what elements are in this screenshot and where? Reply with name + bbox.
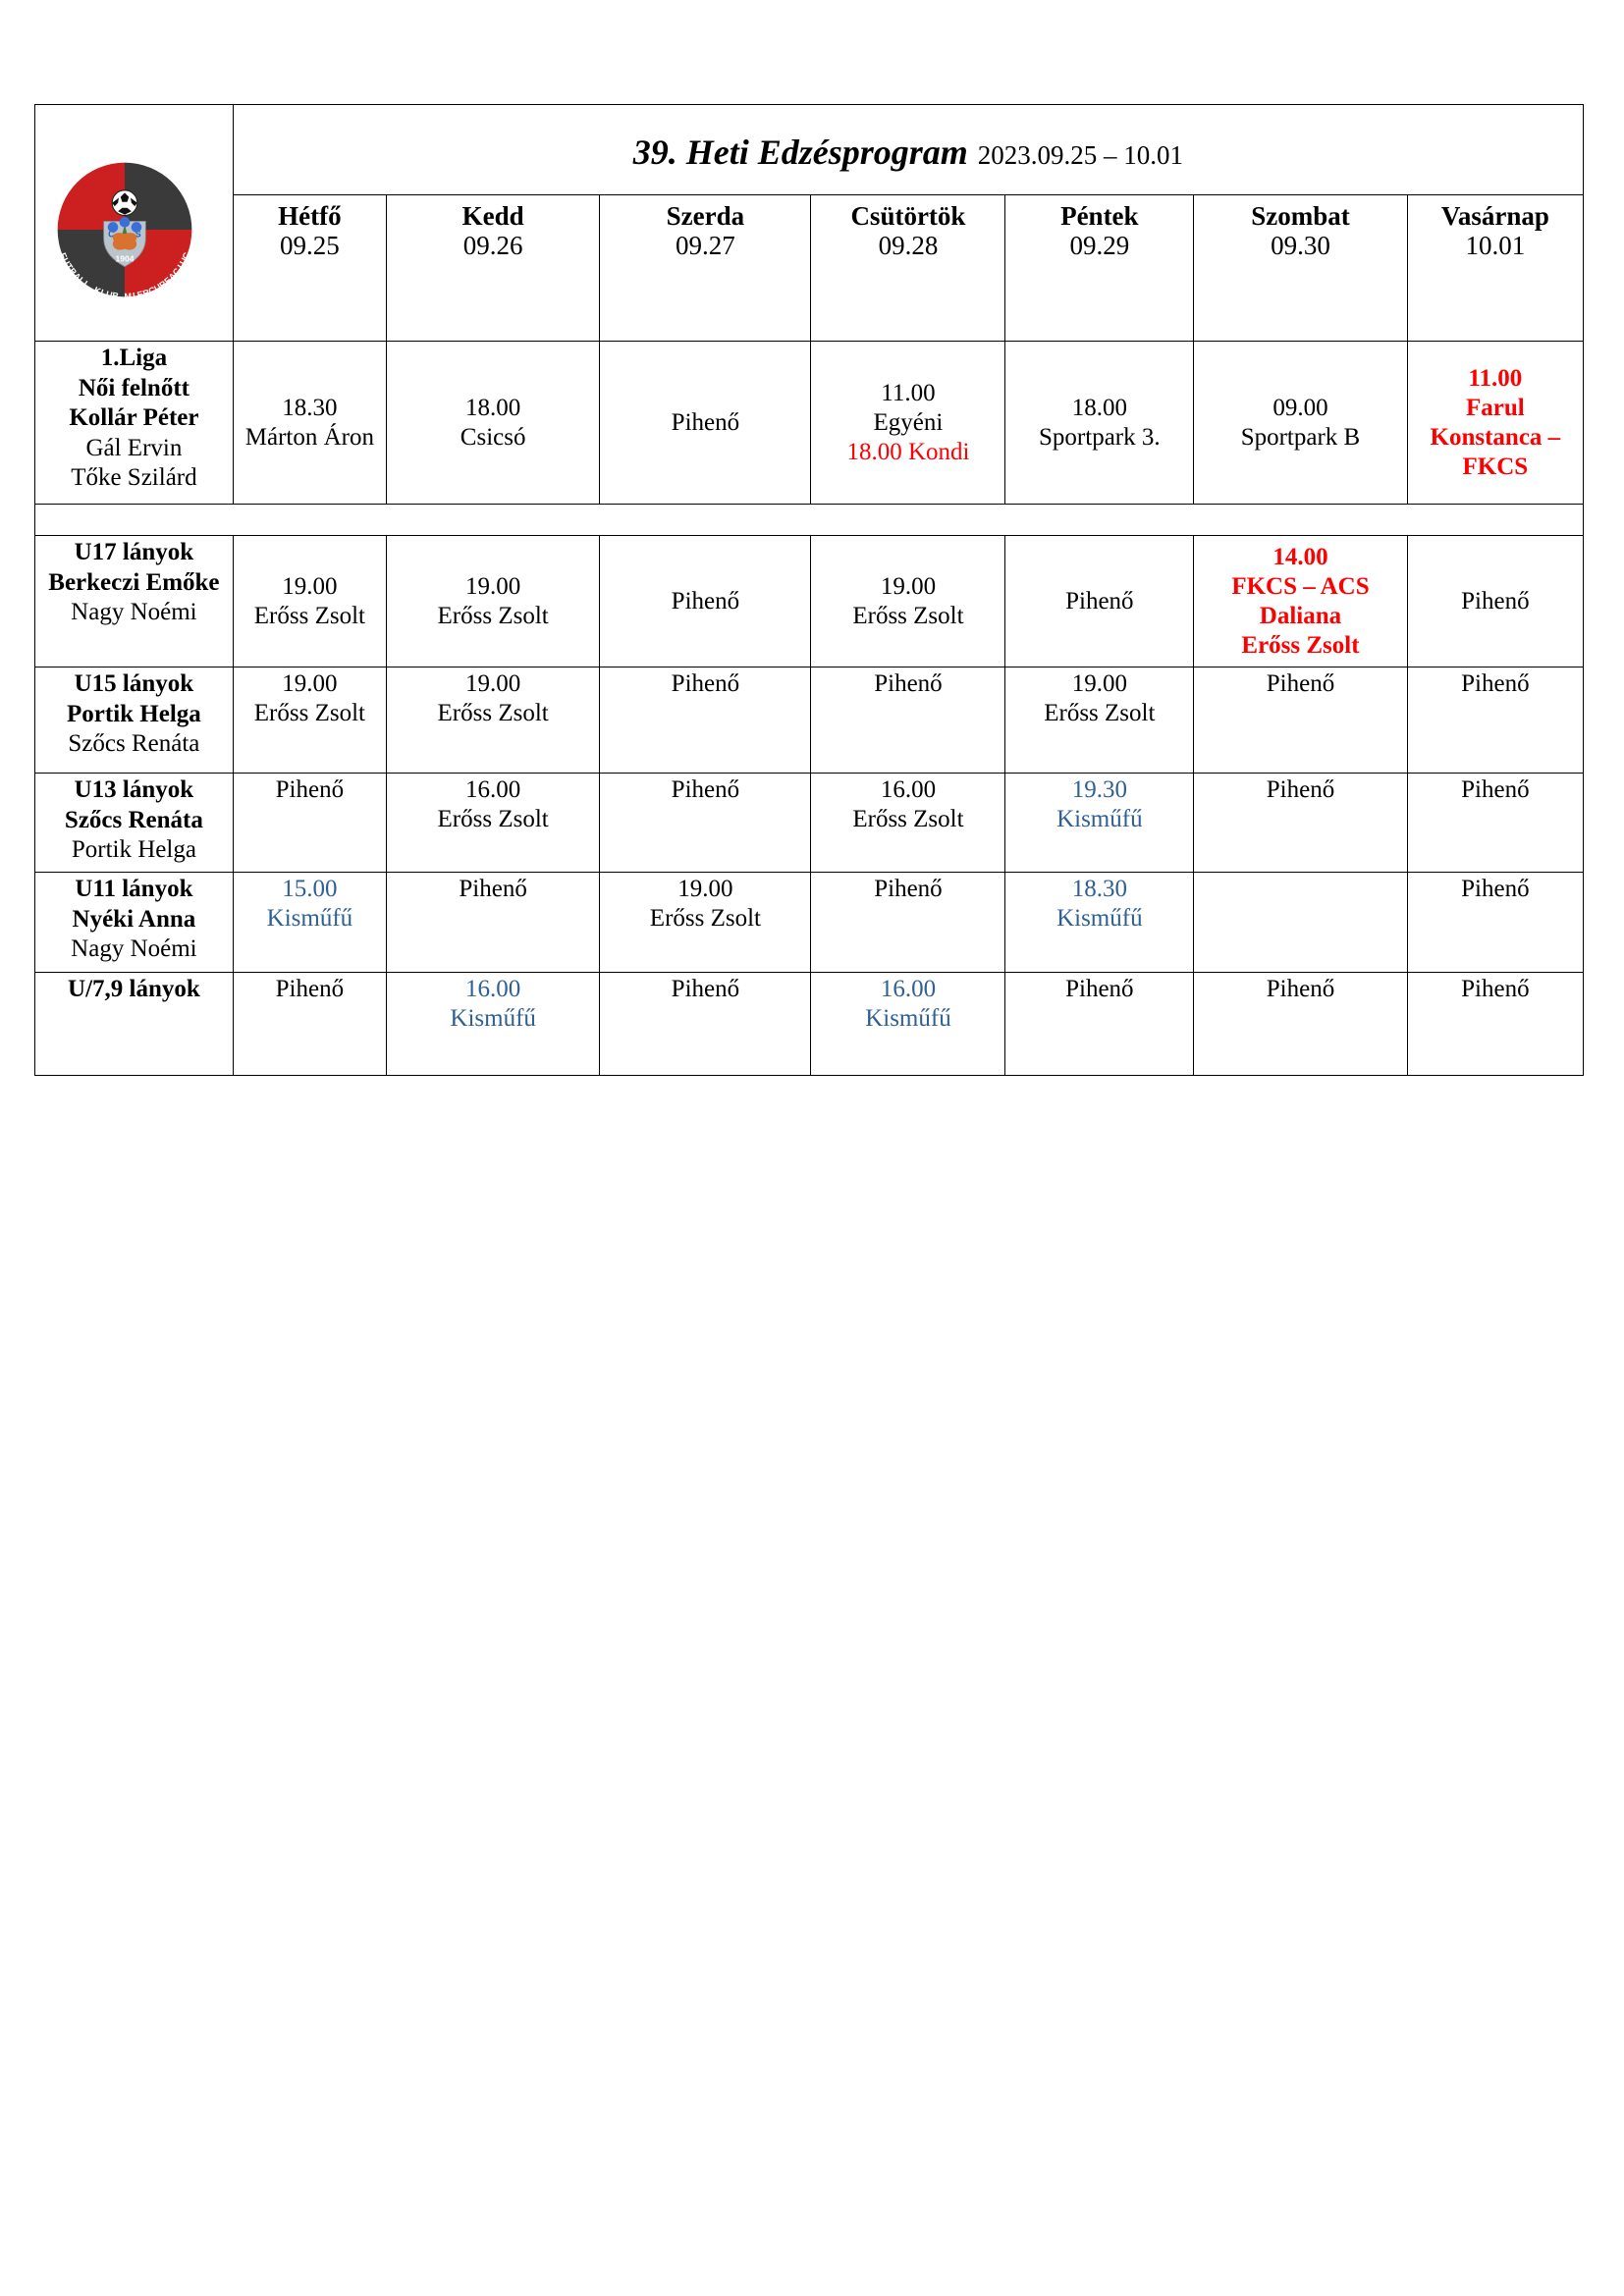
svg-text:S: S: [139, 153, 148, 165]
svg-text:B: B: [112, 291, 120, 301]
svg-text:M: M: [125, 292, 133, 301]
svg-text:1904: 1904: [116, 254, 135, 264]
svg-text:B: B: [118, 151, 126, 162]
